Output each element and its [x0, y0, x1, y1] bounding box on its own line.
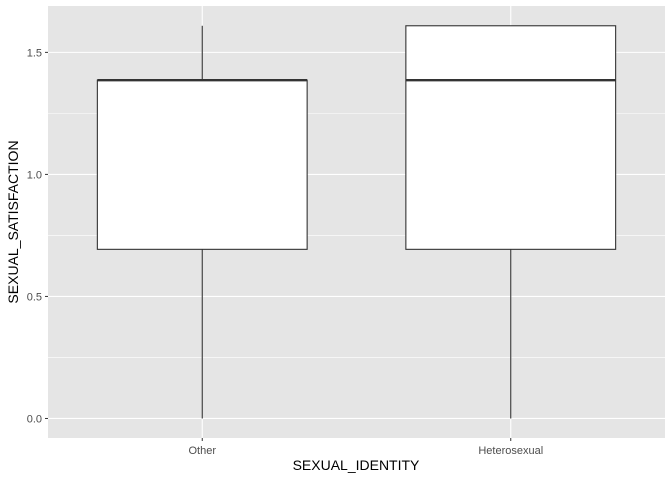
y-tick-label: 1.5: [27, 47, 42, 59]
x-axis-title: SEXUAL_IDENTITY: [293, 457, 420, 473]
boxes-layer: [96, 25, 617, 419]
y-tick-label: 1.0: [27, 169, 42, 181]
x-axis-ticks: Other Heterosexual: [188, 438, 543, 457]
y-axis-ticks: 0.0 0.5 1.0 1.5: [27, 47, 48, 425]
y-tick-label: 0.0: [27, 413, 42, 425]
y-tick-label: 0.5: [27, 291, 42, 303]
x-tick-label: Other: [188, 445, 216, 457]
x-tick-label: Heterosexual: [478, 445, 543, 457]
box: [405, 25, 617, 250]
box: [96, 79, 308, 250]
y-axis-title: SEXUAL_SATISFACTION: [5, 140, 21, 303]
